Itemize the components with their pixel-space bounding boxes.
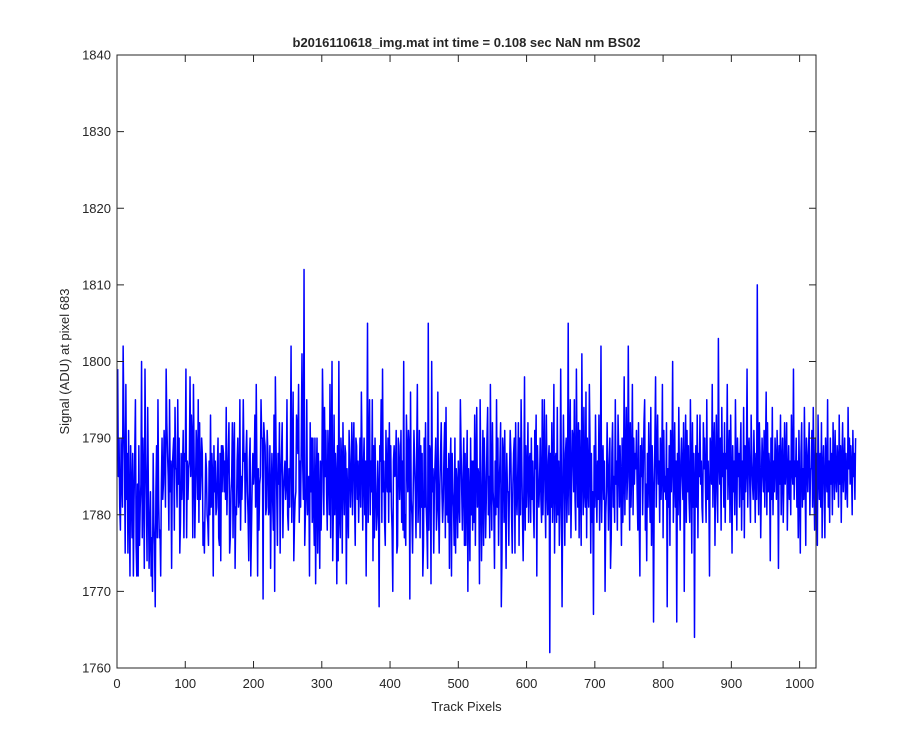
x-tick-label: 800 [652,676,674,691]
y-tick-label: 1830 [82,124,111,139]
x-axis-label: Track Pixels [431,699,502,714]
series-line-0 [116,268,857,654]
x-tick-label: 400 [379,676,401,691]
x-tick-label: 0 [113,676,120,691]
y-tick-label: 1820 [82,201,111,216]
x-tick-label: 1000 [785,676,814,691]
y-tick-label: 1770 [82,584,111,599]
x-tick-label: 300 [311,676,333,691]
y-tick-label: 1790 [82,431,111,446]
x-tick-label: 500 [447,676,469,691]
data-layer [116,268,857,654]
x-tick-label: 200 [243,676,265,691]
plot-area [117,55,816,668]
x-tick-label: 100 [174,676,196,691]
y-axis-label: Signal (ADU) at pixel 683 [57,289,72,435]
chart-title: b2016110618_img.mat int time = 0.108 sec… [293,35,641,50]
y-axis: 1760 1770 1780 1790 1800 1810 1820 1830 1840 [82,48,816,676]
y-tick-label: 1810 [82,277,111,292]
x-axis: 0 100 200 300 400 500 600 700 800 900 1000 [113,55,814,691]
y-tick-label: 1760 [82,661,111,676]
x-tick-label: 900 [721,676,743,691]
y-tick-label: 1840 [82,48,111,63]
y-tick-label: 1800 [82,354,111,369]
y-tick-label: 1780 [82,507,111,522]
x-tick-label: 700 [584,676,606,691]
x-tick-label: 600 [516,676,538,691]
